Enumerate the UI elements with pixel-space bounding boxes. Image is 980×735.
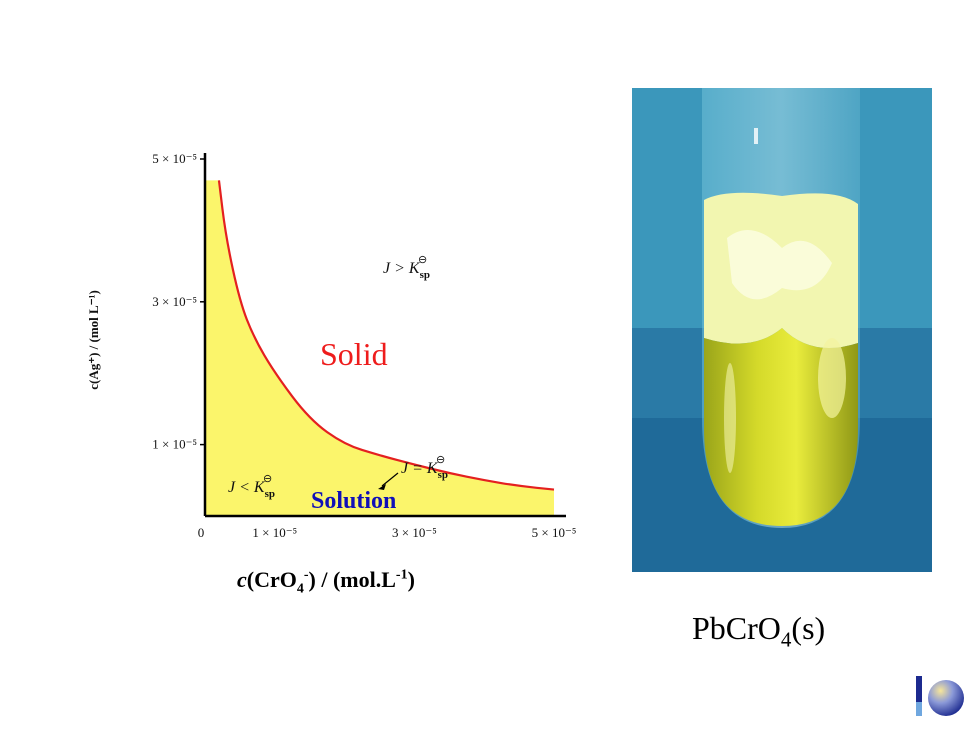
- logo-icon: [916, 676, 964, 716]
- y-tick-label: 1 × 10⁻⁵: [152, 437, 197, 452]
- x-tick-label: 5 × 10⁻⁵: [532, 525, 577, 540]
- annotation-pointer-head: [378, 484, 386, 490]
- solution-label: Solution: [311, 488, 397, 514]
- photo-caption: PbCrO4(s): [692, 610, 826, 652]
- annotation-on-curve: J = Ksp⊖: [401, 454, 448, 481]
- x-tick-label: 0: [198, 525, 205, 540]
- y-tick-label: 3 × 10⁻⁵: [152, 294, 197, 309]
- solution-region-fill: [205, 180, 554, 517]
- x-ticks: 0 1 × 10⁻⁵ 3 × 10⁻⁵ 5 × 10⁻⁵: [198, 525, 577, 540]
- y-axis-label: c(Ag⁺) / (mol L⁻¹): [86, 290, 101, 390]
- annotation-below: J < Ksp⊖: [228, 473, 275, 500]
- x-tick-label: 1 × 10⁻⁵: [252, 525, 297, 540]
- solid-label: Solid: [320, 336, 388, 372]
- ksp-curve: [217, 180, 555, 491]
- y-ticks: 1 × 10⁻⁵ 3 × 10⁻⁵ 5 × 10⁻⁵: [152, 151, 205, 452]
- test-tube-photo: [632, 88, 932, 572]
- y-tick-label: 5 × 10⁻⁵: [152, 151, 197, 166]
- annotation-above: J > Ksp⊖: [383, 254, 430, 281]
- x-tick-label: 3 × 10⁻⁵: [392, 525, 437, 540]
- x-axis-label: c(CrO4-) / (mol.L-1): [237, 567, 415, 597]
- annotation-pointer: [381, 472, 399, 487]
